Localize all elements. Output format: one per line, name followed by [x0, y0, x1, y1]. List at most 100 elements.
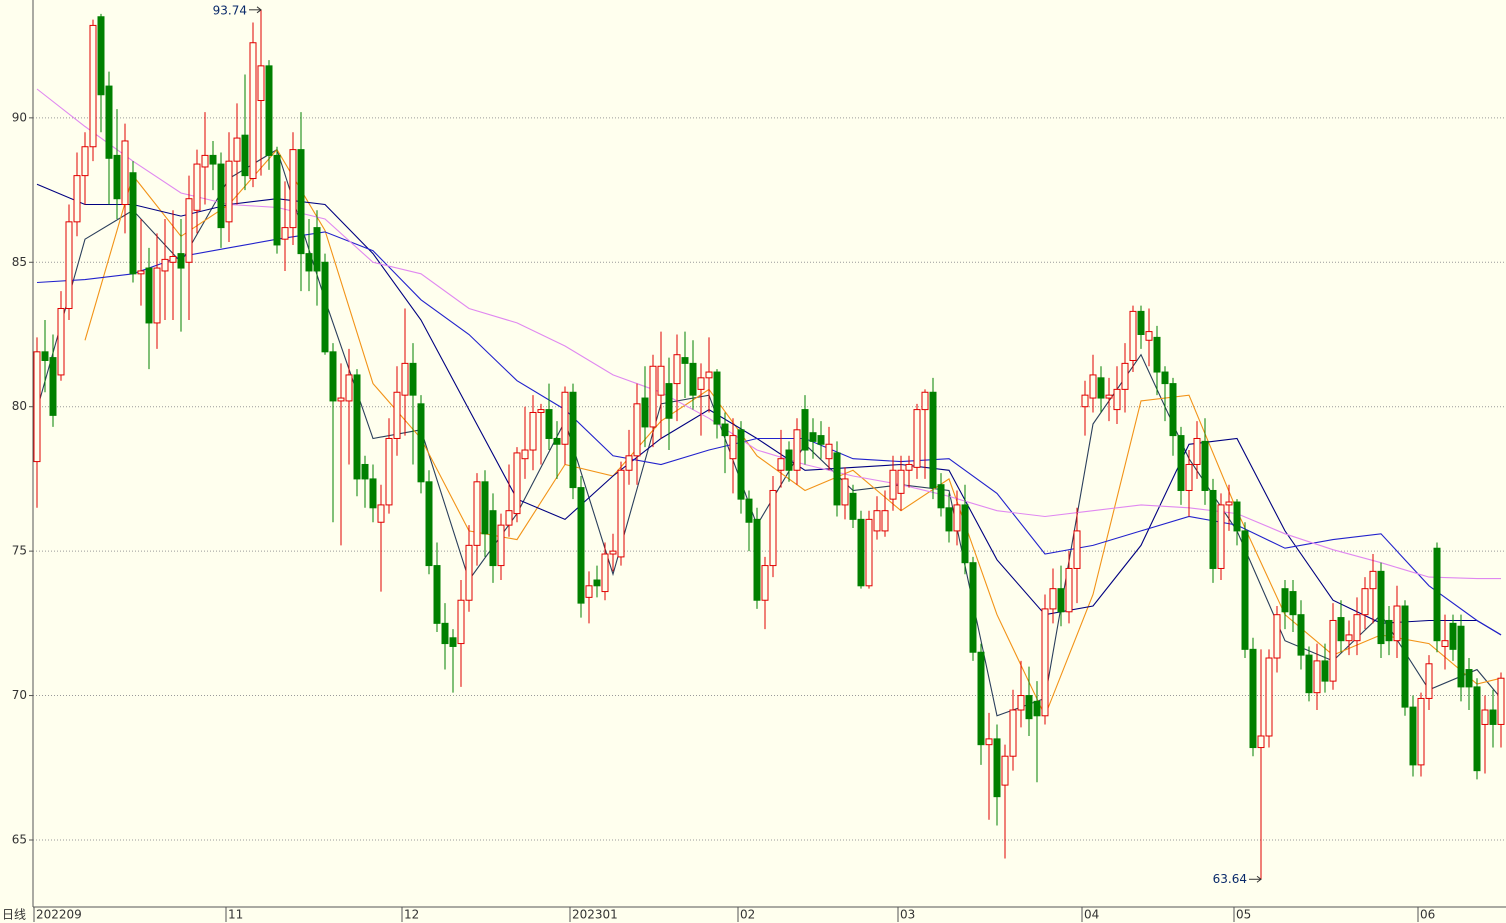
candle-body	[1265, 657, 1273, 737]
candle-body	[1481, 709, 1489, 725]
candle-body	[441, 622, 449, 645]
y-tick-label: 80	[12, 399, 27, 413]
candle-body	[1441, 640, 1449, 647]
candle-body	[689, 362, 697, 396]
candle-body	[1129, 310, 1137, 361]
candle-body	[1177, 435, 1185, 491]
candle-body	[1193, 437, 1201, 465]
y-tick-label: 85	[12, 255, 27, 269]
x-tick-label: 02	[740, 908, 755, 922]
candle-body	[897, 469, 905, 494]
candle-body	[1385, 619, 1393, 642]
candle-body	[609, 550, 617, 555]
candle-body	[1209, 489, 1217, 569]
candle-body	[321, 261, 329, 353]
candle-body	[1001, 755, 1009, 786]
candle-body	[1289, 591, 1297, 616]
candle-body	[145, 267, 153, 324]
candle-body	[777, 458, 785, 471]
candle-body	[1321, 660, 1329, 682]
candle-body	[625, 455, 633, 471]
candle-body	[537, 409, 545, 413]
candle-body	[113, 154, 121, 200]
candle-body	[81, 146, 89, 177]
candle-body	[1233, 501, 1241, 532]
annotation-arrowhead	[256, 6, 262, 14]
candle-body	[649, 365, 657, 428]
candle-body	[1393, 605, 1401, 642]
candle-body	[1305, 654, 1313, 694]
candle-body	[409, 362, 417, 396]
candle-body	[121, 140, 129, 206]
candle-body	[817, 435, 825, 445]
candle-body	[1281, 588, 1289, 613]
candle-body	[153, 267, 161, 324]
candle-body	[273, 154, 281, 246]
candle-body	[137, 270, 145, 275]
candle-body	[1025, 695, 1033, 720]
candle-body	[225, 160, 233, 223]
candle-body	[1257, 735, 1265, 749]
candle-body	[937, 484, 945, 509]
candle-body	[665, 383, 673, 419]
candle-body	[385, 437, 393, 506]
candle-body	[961, 504, 969, 564]
candle-body	[65, 221, 73, 309]
candle-body	[529, 411, 537, 451]
candle-body	[489, 510, 497, 567]
candle-body	[1297, 614, 1305, 656]
candle-body	[393, 391, 401, 439]
candle-body	[1449, 622, 1457, 650]
candle-body	[1065, 567, 1073, 613]
candle-body	[793, 429, 801, 471]
candle-body	[657, 365, 665, 396]
candle-body	[1409, 706, 1417, 766]
candle-body	[193, 163, 201, 211]
candle-body	[1169, 383, 1177, 437]
candle-body	[129, 172, 137, 275]
candle-body	[673, 354, 681, 385]
candle-body	[953, 504, 961, 532]
period-label: 日线	[2, 908, 26, 922]
candle-body	[1337, 617, 1345, 642]
candle-body	[745, 498, 753, 523]
candle-body	[929, 391, 937, 489]
candle-body	[329, 351, 337, 402]
candle-body	[545, 409, 553, 439]
candle-body	[265, 65, 273, 156]
candle-body	[297, 149, 305, 255]
candle-body	[913, 409, 921, 468]
x-tick-label: 05	[1236, 908, 1251, 922]
candle-body	[97, 16, 105, 96]
candle-body	[801, 409, 809, 451]
x-tick-label: 04	[1084, 908, 1099, 922]
candle-body	[569, 391, 577, 489]
candle-body	[1017, 695, 1025, 711]
candle-body	[481, 481, 489, 535]
candle-body	[921, 391, 929, 411]
candle-body	[425, 481, 433, 567]
candle-body	[641, 397, 649, 428]
candle-body	[449, 637, 457, 647]
candle-body	[337, 397, 345, 402]
candle-body	[161, 258, 169, 272]
candle-body	[905, 463, 913, 471]
candle-body	[945, 507, 953, 532]
candle-body	[465, 544, 473, 601]
annotation-label: 93.74	[213, 3, 247, 17]
candle-body	[1137, 310, 1145, 335]
candle-body	[1345, 634, 1353, 642]
candle-body	[233, 137, 241, 162]
candle-body	[1057, 588, 1065, 613]
candle-body	[1313, 660, 1321, 694]
candle-body	[1473, 686, 1481, 772]
candle-body	[1097, 377, 1105, 399]
candle-body	[169, 256, 177, 263]
candle-body	[241, 134, 249, 177]
candle-body	[57, 307, 65, 376]
candle-body	[281, 227, 289, 240]
candle-body	[513, 452, 521, 515]
